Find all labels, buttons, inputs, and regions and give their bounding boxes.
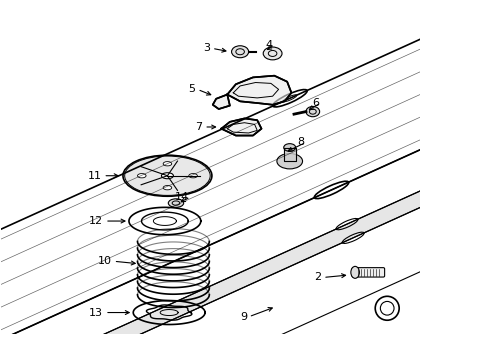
Ellipse shape [277, 153, 302, 169]
Text: 13: 13 [89, 307, 103, 318]
Text: 9: 9 [240, 312, 247, 322]
Ellipse shape [161, 173, 173, 179]
Ellipse shape [163, 162, 172, 166]
Ellipse shape [189, 174, 197, 178]
Text: 2: 2 [314, 273, 321, 283]
Text: 14: 14 [175, 192, 189, 202]
Text: 6: 6 [312, 98, 319, 108]
Ellipse shape [232, 46, 248, 58]
Text: 10: 10 [98, 256, 112, 266]
Text: 11: 11 [88, 171, 101, 181]
Ellipse shape [163, 185, 172, 190]
Ellipse shape [123, 155, 212, 196]
Polygon shape [213, 94, 230, 109]
Text: 12: 12 [89, 216, 103, 226]
Polygon shape [221, 118, 262, 135]
FancyBboxPatch shape [352, 267, 385, 277]
Polygon shape [227, 76, 292, 105]
Ellipse shape [138, 174, 146, 178]
Text: 8: 8 [297, 138, 304, 147]
Polygon shape [284, 148, 295, 161]
Ellipse shape [351, 266, 359, 278]
Text: 7: 7 [196, 122, 202, 132]
Text: 5: 5 [189, 84, 196, 94]
Ellipse shape [284, 144, 295, 151]
Text: 3: 3 [203, 43, 210, 53]
Ellipse shape [263, 47, 282, 60]
Ellipse shape [306, 107, 319, 117]
Text: 4: 4 [266, 40, 272, 50]
Ellipse shape [168, 199, 184, 207]
